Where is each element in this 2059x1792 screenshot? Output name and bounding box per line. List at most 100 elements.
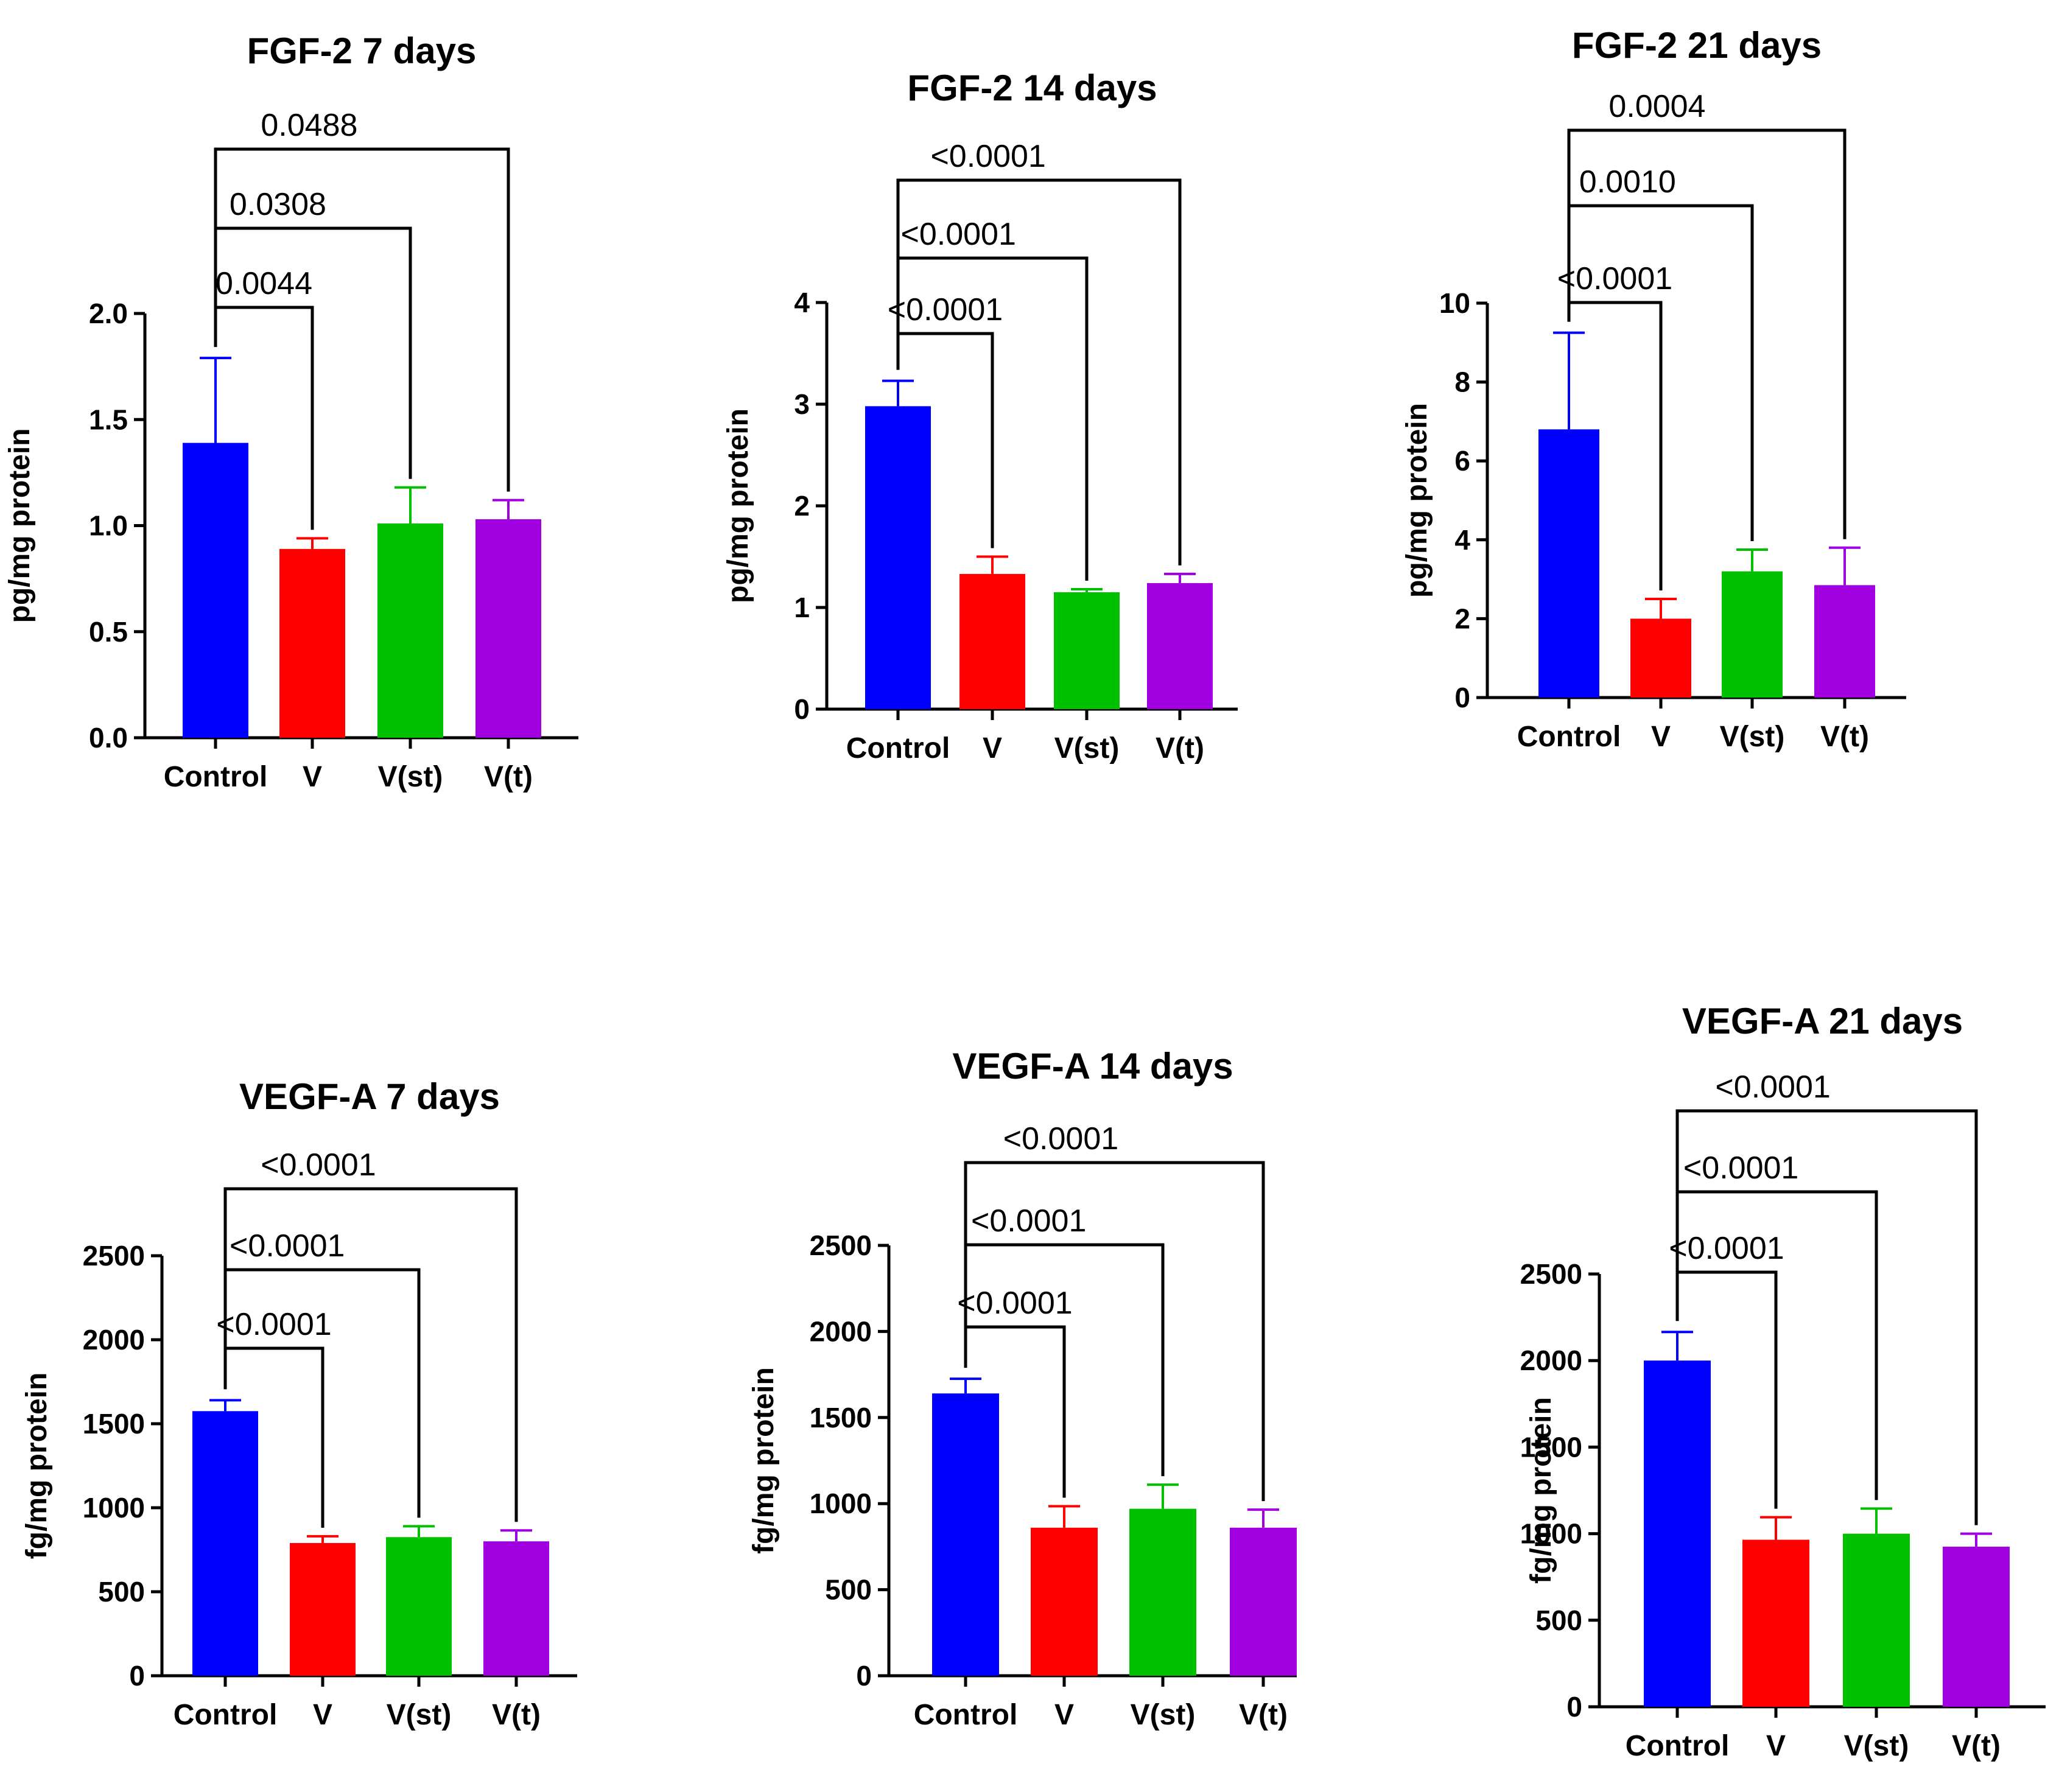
x-tick-label: V	[313, 1699, 332, 1731]
p-value-label: <0.0001	[957, 1286, 1072, 1321]
bar-v-st-	[377, 523, 443, 738]
p-value-label: <0.0001	[216, 1307, 331, 1342]
y-axis-label: fg/mg protein	[21, 1373, 53, 1559]
y-tick-label: 1000	[810, 1488, 872, 1519]
significance-bracket	[223, 1187, 518, 1522]
bar-control	[932, 1393, 999, 1676]
y-tick-label: 1500	[83, 1408, 145, 1440]
p-value-label: <0.0001	[971, 1203, 1086, 1239]
chart-title: VEGF-A 21 days	[1682, 1001, 1963, 1041]
p-value-label: <0.0001	[1669, 1231, 1784, 1266]
p-value-label: 0.0044	[216, 266, 312, 301]
x-tick-label: V	[1766, 1730, 1786, 1762]
x-tick-label: V	[1054, 1699, 1074, 1731]
y-tick-label: 1.0	[89, 510, 128, 542]
y-tick-label: 2000	[810, 1315, 872, 1347]
y-axis-label: pg/mg protein	[1401, 403, 1433, 598]
p-value-label: 0.0308	[230, 187, 326, 222]
chart-panel-4: VEGF-A 14 days 0 500 1000 1500 2000 2500 fg/mg …	[748, 1046, 1297, 1731]
bar-v-st-	[1054, 592, 1120, 709]
y-tick-label: 1000	[83, 1492, 145, 1524]
bar-v	[959, 573, 1025, 709]
x-tick-label: Control	[1517, 721, 1621, 753]
significance-bracket	[1675, 1190, 1878, 1500]
p-value-label: <0.0001	[930, 139, 1045, 174]
bar-v-st-	[386, 1537, 452, 1676]
significance-bracket	[1567, 301, 1663, 590]
chart-title: FGF-2 7 days	[247, 30, 477, 71]
y-tick-label: 0	[1454, 682, 1470, 713]
y-tick-label: 4	[1454, 524, 1470, 556]
bar-v	[279, 548, 345, 738]
p-value-label: <0.0001	[261, 1147, 376, 1183]
bar-v-t-	[475, 519, 541, 738]
bar-control	[865, 406, 931, 709]
bar-v-t-	[1230, 1527, 1297, 1676]
p-value-label: <0.0001	[900, 217, 1015, 252]
x-tick-label: V(st)	[1844, 1730, 1909, 1762]
y-tick-label: 1	[794, 592, 810, 623]
p-value-label: <0.0001	[888, 292, 1003, 327]
y-tick-label: 3	[794, 388, 810, 420]
x-tick-label: V	[1651, 721, 1671, 753]
y-tick-label: 2500	[810, 1230, 872, 1261]
bar-v-t-	[1943, 1546, 2010, 1707]
x-tick-label: V(st)	[378, 761, 443, 793]
y-tick-label: 0.5	[89, 616, 128, 648]
bar-v-st-	[1722, 571, 1783, 698]
y-tick-label: 500	[98, 1576, 145, 1608]
chart-panel-1: FGF-2 14 days 0 1 2 3 4 pg/mg protein Control V V…	[722, 68, 1238, 765]
p-value-label: <0.0001	[1003, 1121, 1118, 1157]
significance-bracket	[214, 306, 314, 530]
y-tick-label: 1.5	[89, 404, 128, 435]
x-tick-label: V(st)	[387, 1699, 452, 1731]
x-tick-label: Control	[174, 1699, 278, 1731]
bar-v	[290, 1542, 356, 1676]
x-tick-label: V(t)	[1820, 721, 1869, 753]
bar-v-t-	[483, 1541, 549, 1676]
p-value-label: <0.0001	[1683, 1150, 1798, 1186]
x-tick-label: Control	[164, 761, 268, 793]
y-tick-label: 2.0	[89, 298, 128, 329]
y-tick-label: 8	[1454, 366, 1470, 398]
significance-bracket	[223, 1268, 421, 1518]
bar-v	[1031, 1527, 1098, 1676]
bar-control	[1538, 429, 1599, 698]
y-axis-label: fg/mg protein	[1525, 1397, 1557, 1584]
p-value-label: 0.0488	[261, 108, 357, 143]
significance-bracket	[964, 1325, 1066, 1498]
bar-control	[192, 1411, 258, 1676]
x-tick-label: V(t)	[484, 761, 533, 793]
x-tick-label: Control	[914, 1699, 1018, 1731]
chart-panel-0: FGF-2 7 days 0.0 0.5 1.0 1.5 2.0 pg/mg protein…	[4, 30, 578, 793]
x-tick-label: V(t)	[492, 1699, 541, 1731]
bar-v	[1742, 1539, 1809, 1707]
y-tick-label: 0	[1566, 1691, 1582, 1723]
y-tick-label: 2	[1454, 603, 1470, 634]
significance-bracket	[1567, 128, 1847, 539]
chart-title: VEGF-A 14 days	[952, 1046, 1233, 1087]
significance-bracket	[1675, 1109, 1978, 1525]
y-tick-label: 500	[825, 1574, 872, 1606]
y-tick-label: 1500	[810, 1402, 872, 1433]
x-tick-label: V(st)	[1720, 721, 1785, 753]
y-axis-label: pg/mg protein	[4, 429, 36, 623]
x-tick-label: V(t)	[1952, 1730, 2001, 1762]
bar-v-t-	[1814, 585, 1875, 698]
significance-bracket	[964, 1243, 1165, 1477]
bar-v-t-	[1147, 583, 1213, 709]
y-tick-label: 2000	[1520, 1345, 1582, 1376]
p-value-label: <0.0001	[1557, 261, 1672, 296]
x-tick-label: V(t)	[1239, 1699, 1288, 1731]
bar-v-st-	[1843, 1533, 1910, 1707]
x-tick-label: Control	[1626, 1730, 1730, 1762]
y-tick-label: 4	[794, 287, 810, 318]
y-tick-label: 1000	[1520, 1518, 1582, 1550]
significance-bracket	[223, 1346, 324, 1528]
significance-bracket	[214, 147, 510, 492]
p-value-label: 0.0004	[1608, 89, 1705, 124]
significance-bracket	[1567, 204, 1754, 541]
chart-title: FGF-2 21 days	[1572, 25, 1822, 66]
p-value-label: <0.0001	[230, 1228, 345, 1264]
